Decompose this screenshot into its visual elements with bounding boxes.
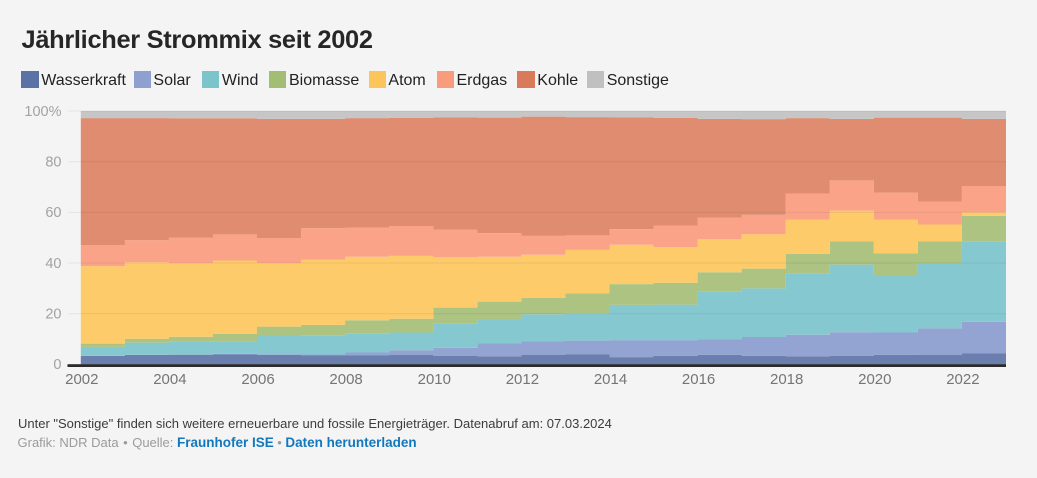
svg-text:2014: 2014	[594, 371, 627, 388]
svg-text:2002: 2002	[65, 371, 98, 388]
svg-text:80: 80	[45, 155, 61, 171]
svg-text:2022: 2022	[946, 371, 979, 388]
svg-text:20: 20	[45, 307, 61, 323]
svg-text:2004: 2004	[153, 371, 186, 388]
svg-text:2018: 2018	[770, 371, 803, 388]
svg-text:2006: 2006	[241, 371, 274, 388]
svg-text:60: 60	[45, 205, 61, 221]
svg-text:100%: 100%	[24, 104, 61, 120]
svg-text:40: 40	[45, 256, 61, 272]
svg-text:2016: 2016	[682, 371, 715, 388]
svg-text:2012: 2012	[506, 371, 539, 388]
svg-text:0: 0	[53, 357, 61, 373]
svg-text:2008: 2008	[329, 371, 362, 388]
svg-text:2010: 2010	[418, 371, 451, 388]
svg-text:2020: 2020	[858, 371, 891, 388]
